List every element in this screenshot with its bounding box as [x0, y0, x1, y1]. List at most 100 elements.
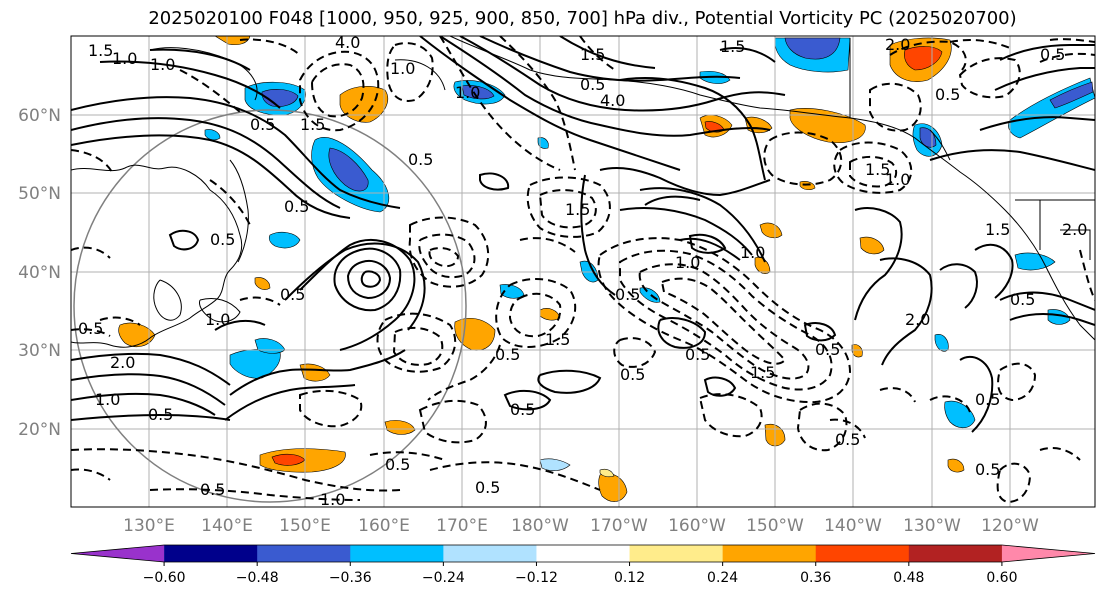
lon-label: 130°W	[903, 516, 961, 536]
colorbar-segment	[722, 545, 817, 562]
latitude-labels: 60°N 50°N 40°N 30°N 20°N	[18, 106, 61, 440]
contour-label: 0.5	[250, 115, 275, 134]
contour-label: 1.5	[565, 200, 590, 219]
longitude-labels: 130°E 140°E 150°E 160°E 170°E 180°W 170°…	[123, 516, 1039, 536]
colorbar-segment	[815, 545, 910, 562]
colorbar-tick-label: −0.12	[515, 570, 558, 586]
map-content: 1.5 1.0 1.0 4.0 1.0 1.5 1.5 4.0 1.0 0.5 …	[71, 33, 1095, 509]
colorbar-tick-label: 0.36	[800, 570, 831, 586]
contour-label: 2.0	[1062, 220, 1087, 239]
lon-label: 140°E	[201, 516, 253, 536]
lon-label: 130°E	[123, 516, 175, 536]
colorbar-tick-label: −0.36	[329, 570, 372, 586]
lon-label: 180°W	[511, 516, 569, 536]
contour-label: 0.5	[280, 285, 305, 304]
contour-label: 1.0	[95, 390, 120, 409]
contour-label: 4.0	[600, 91, 625, 110]
colorbar-tick-label: −0.60	[143, 570, 186, 586]
lon-label: 150°E	[279, 516, 331, 536]
contour-label: 4.0	[335, 33, 360, 52]
contour-label: 1.5	[88, 41, 113, 60]
contour-label: 0.5	[815, 340, 840, 359]
colorbar-tick-label: 0.24	[707, 570, 738, 586]
lat-label: 30°N	[18, 341, 61, 361]
contour-label: 1.5	[580, 45, 605, 64]
lon-label: 150°W	[746, 516, 804, 536]
colorbar-tick-label: 0.60	[986, 570, 1017, 586]
contour-label: 0.5	[200, 480, 225, 499]
lat-label: 50°N	[18, 184, 61, 204]
contour-label: 0.5	[284, 197, 309, 216]
lon-label: 140°W	[824, 516, 882, 536]
colorbar-segment	[908, 545, 1003, 562]
contour-label: 0.5	[975, 390, 1000, 409]
contour-label: 1.0	[320, 490, 345, 509]
contour-label: 1.0	[455, 83, 480, 102]
contour-label: 2.0	[110, 353, 135, 372]
contour-label: 0.5	[835, 430, 860, 449]
colorbar-tick-label: −0.48	[236, 570, 279, 586]
contour-label: 0.5	[475, 478, 500, 497]
contour-label: 1.0	[885, 170, 910, 189]
graticule	[71, 36, 1095, 507]
colorbar-extend-min	[71, 545, 165, 562]
contour-label: 0.5	[1010, 290, 1035, 309]
contour-label: 1.5	[865, 160, 890, 179]
contour-label: 0.5	[1040, 45, 1065, 64]
colorbar: −0.60 −0.48 −0.36 −0.24 −0.12 0.12 0.24 0.36 0.4…	[70, 544, 1096, 586]
lon-label: 170°W	[590, 516, 648, 536]
contour-label: 1.5	[720, 37, 745, 56]
contour-label: 0.5	[78, 319, 103, 338]
colorbar-segment	[443, 545, 537, 562]
shaded-anomaly-areas	[118, 36, 1095, 502]
colorbar-segment	[257, 545, 351, 562]
contour-label: 0.5	[148, 405, 173, 424]
contour-label: 1.0	[112, 49, 137, 68]
lon-label: 160°E	[358, 516, 410, 536]
solid-contours	[71, 36, 1095, 433]
contour-label: 1.5	[545, 330, 570, 349]
coastlines	[71, 36, 1095, 348]
contour-label: 0.5	[580, 75, 605, 94]
contour-label: 1.0	[205, 310, 230, 329]
contour-label: 1.0	[150, 55, 175, 74]
colorbar-extend-max	[1001, 545, 1095, 562]
contour-labels: 1.5 1.0 1.0 4.0 1.0 1.5 1.5 4.0 1.0 0.5 …	[78, 33, 1087, 509]
colorbar-segment	[629, 545, 724, 562]
contour-label: 0.5	[975, 460, 1000, 479]
contour-label: 1.0	[675, 253, 700, 272]
lat-label: 60°N	[18, 106, 61, 126]
lon-label: 160°W	[668, 516, 726, 536]
colorbar-tick-label: 0.12	[614, 570, 645, 586]
colorbar-tick-label: −0.24	[422, 570, 465, 586]
radius-circle	[73, 109, 467, 503]
colorbar-segment	[350, 545, 444, 562]
lon-label: 120°W	[981, 516, 1039, 536]
contour-label: 0.5	[495, 345, 520, 364]
contour-label: 1.5	[300, 115, 325, 134]
colorbar-tick-label: 0.48	[893, 570, 924, 586]
dashed-contours	[71, 36, 1095, 504]
contour-label: 0.5	[408, 150, 433, 169]
contour-label: 2.0	[885, 35, 910, 54]
contour-label: 1.0	[390, 59, 415, 78]
colorbar-segment	[536, 545, 631, 562]
colorbar-segment	[164, 545, 258, 562]
contour-label: 1.5	[750, 363, 775, 382]
contour-label: 1.0	[740, 243, 765, 262]
plot-title: 2025020100 F048 [1000, 950, 925, 900, 85…	[148, 8, 1017, 29]
contour-label: 0.5	[685, 345, 710, 364]
contour-label: 0.5	[510, 400, 535, 419]
contour-label: 2.0	[905, 310, 930, 329]
contour-label: 0.5	[620, 365, 645, 384]
lat-label: 40°N	[18, 263, 61, 283]
contour-label: 0.5	[385, 455, 410, 474]
contour-label: 0.5	[210, 230, 235, 249]
contour-label: 0.5	[615, 285, 640, 304]
map-frame	[70, 35, 1096, 508]
contour-label: 1.5	[985, 220, 1010, 239]
lon-label: 170°E	[436, 516, 488, 536]
lat-label: 20°N	[18, 420, 61, 440]
contour-label: 0.5	[935, 85, 960, 104]
